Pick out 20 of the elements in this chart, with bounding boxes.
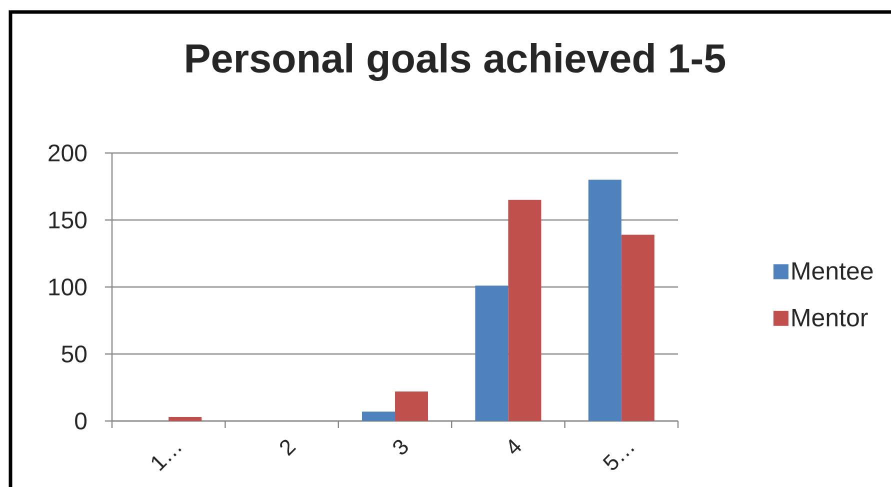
y-tick-label: 100 [49,278,87,296]
bar [508,200,542,421]
bar [588,180,622,421]
legend-label: Mentor [792,309,868,326]
x-tick-label: 1… [152,448,182,471]
bar [621,234,654,421]
x-tick-label: 4 [509,439,522,454]
bar [475,286,508,421]
bar [362,412,395,421]
y-tick-label: 200 [48,144,87,162]
x-tick-label: 5… [602,448,634,470]
bar [168,416,202,421]
x-tick-label: 2 [280,440,296,456]
y-tick-label: 50 [62,345,87,362]
x-tick-label: 3 [393,440,408,454]
legend-label: Mentee [792,262,873,280]
bar [395,392,428,421]
y-tick-label: 150 [49,211,87,228]
y-tick-label: 0 [75,412,87,430]
chart-title: Personal goals achieved 1-5 [186,43,726,81]
